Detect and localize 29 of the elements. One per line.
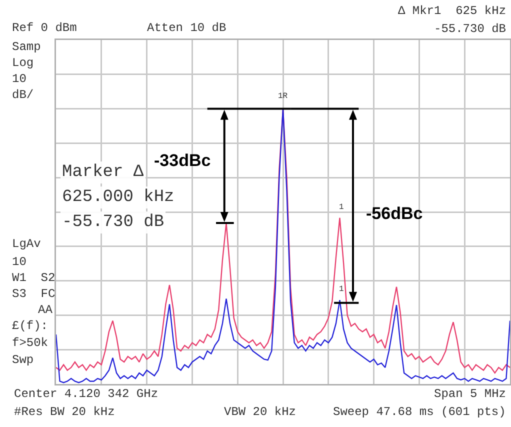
annotation: -33dBc: [154, 151, 211, 170]
text: dB/: [12, 88, 34, 102]
text: Sweep 47.68 ms (601 pts): [333, 405, 506, 419]
annotation: 1: [339, 203, 344, 212]
text: W1 S2: [12, 271, 56, 285]
text: Samp: [12, 40, 41, 54]
annotation: 1: [339, 285, 344, 294]
text: Center 4.120 342 GHz: [14, 387, 158, 401]
text: Span 5 MHz: [434, 387, 506, 401]
text: Atten 10 dB: [147, 21, 226, 35]
annotation: -55.730 dB: [62, 213, 164, 232]
annotation: -56dBc: [366, 204, 423, 223]
text: 10: [12, 72, 26, 86]
text: Swp: [12, 353, 34, 367]
text: LgAv: [12, 237, 41, 251]
text: #Res BW 20 kHz: [14, 405, 115, 419]
text: f>50k: [12, 336, 48, 350]
text: Δ Mkr1 625 kHz: [398, 4, 506, 18]
text: £(f):: [12, 319, 48, 333]
annotation: Marker Δ: [62, 163, 144, 182]
text: S3 FC: [12, 287, 56, 301]
text: 1R: [278, 92, 288, 101]
text: VBW 20 kHz: [224, 405, 296, 419]
text: AA: [38, 303, 54, 317]
text: 10: [12, 255, 26, 269]
annotation: 625.000 kHz: [62, 188, 174, 207]
text: Log: [12, 56, 34, 70]
text: Ref 0 dBm: [12, 21, 77, 35]
text: -55.730 dB: [434, 22, 506, 36]
